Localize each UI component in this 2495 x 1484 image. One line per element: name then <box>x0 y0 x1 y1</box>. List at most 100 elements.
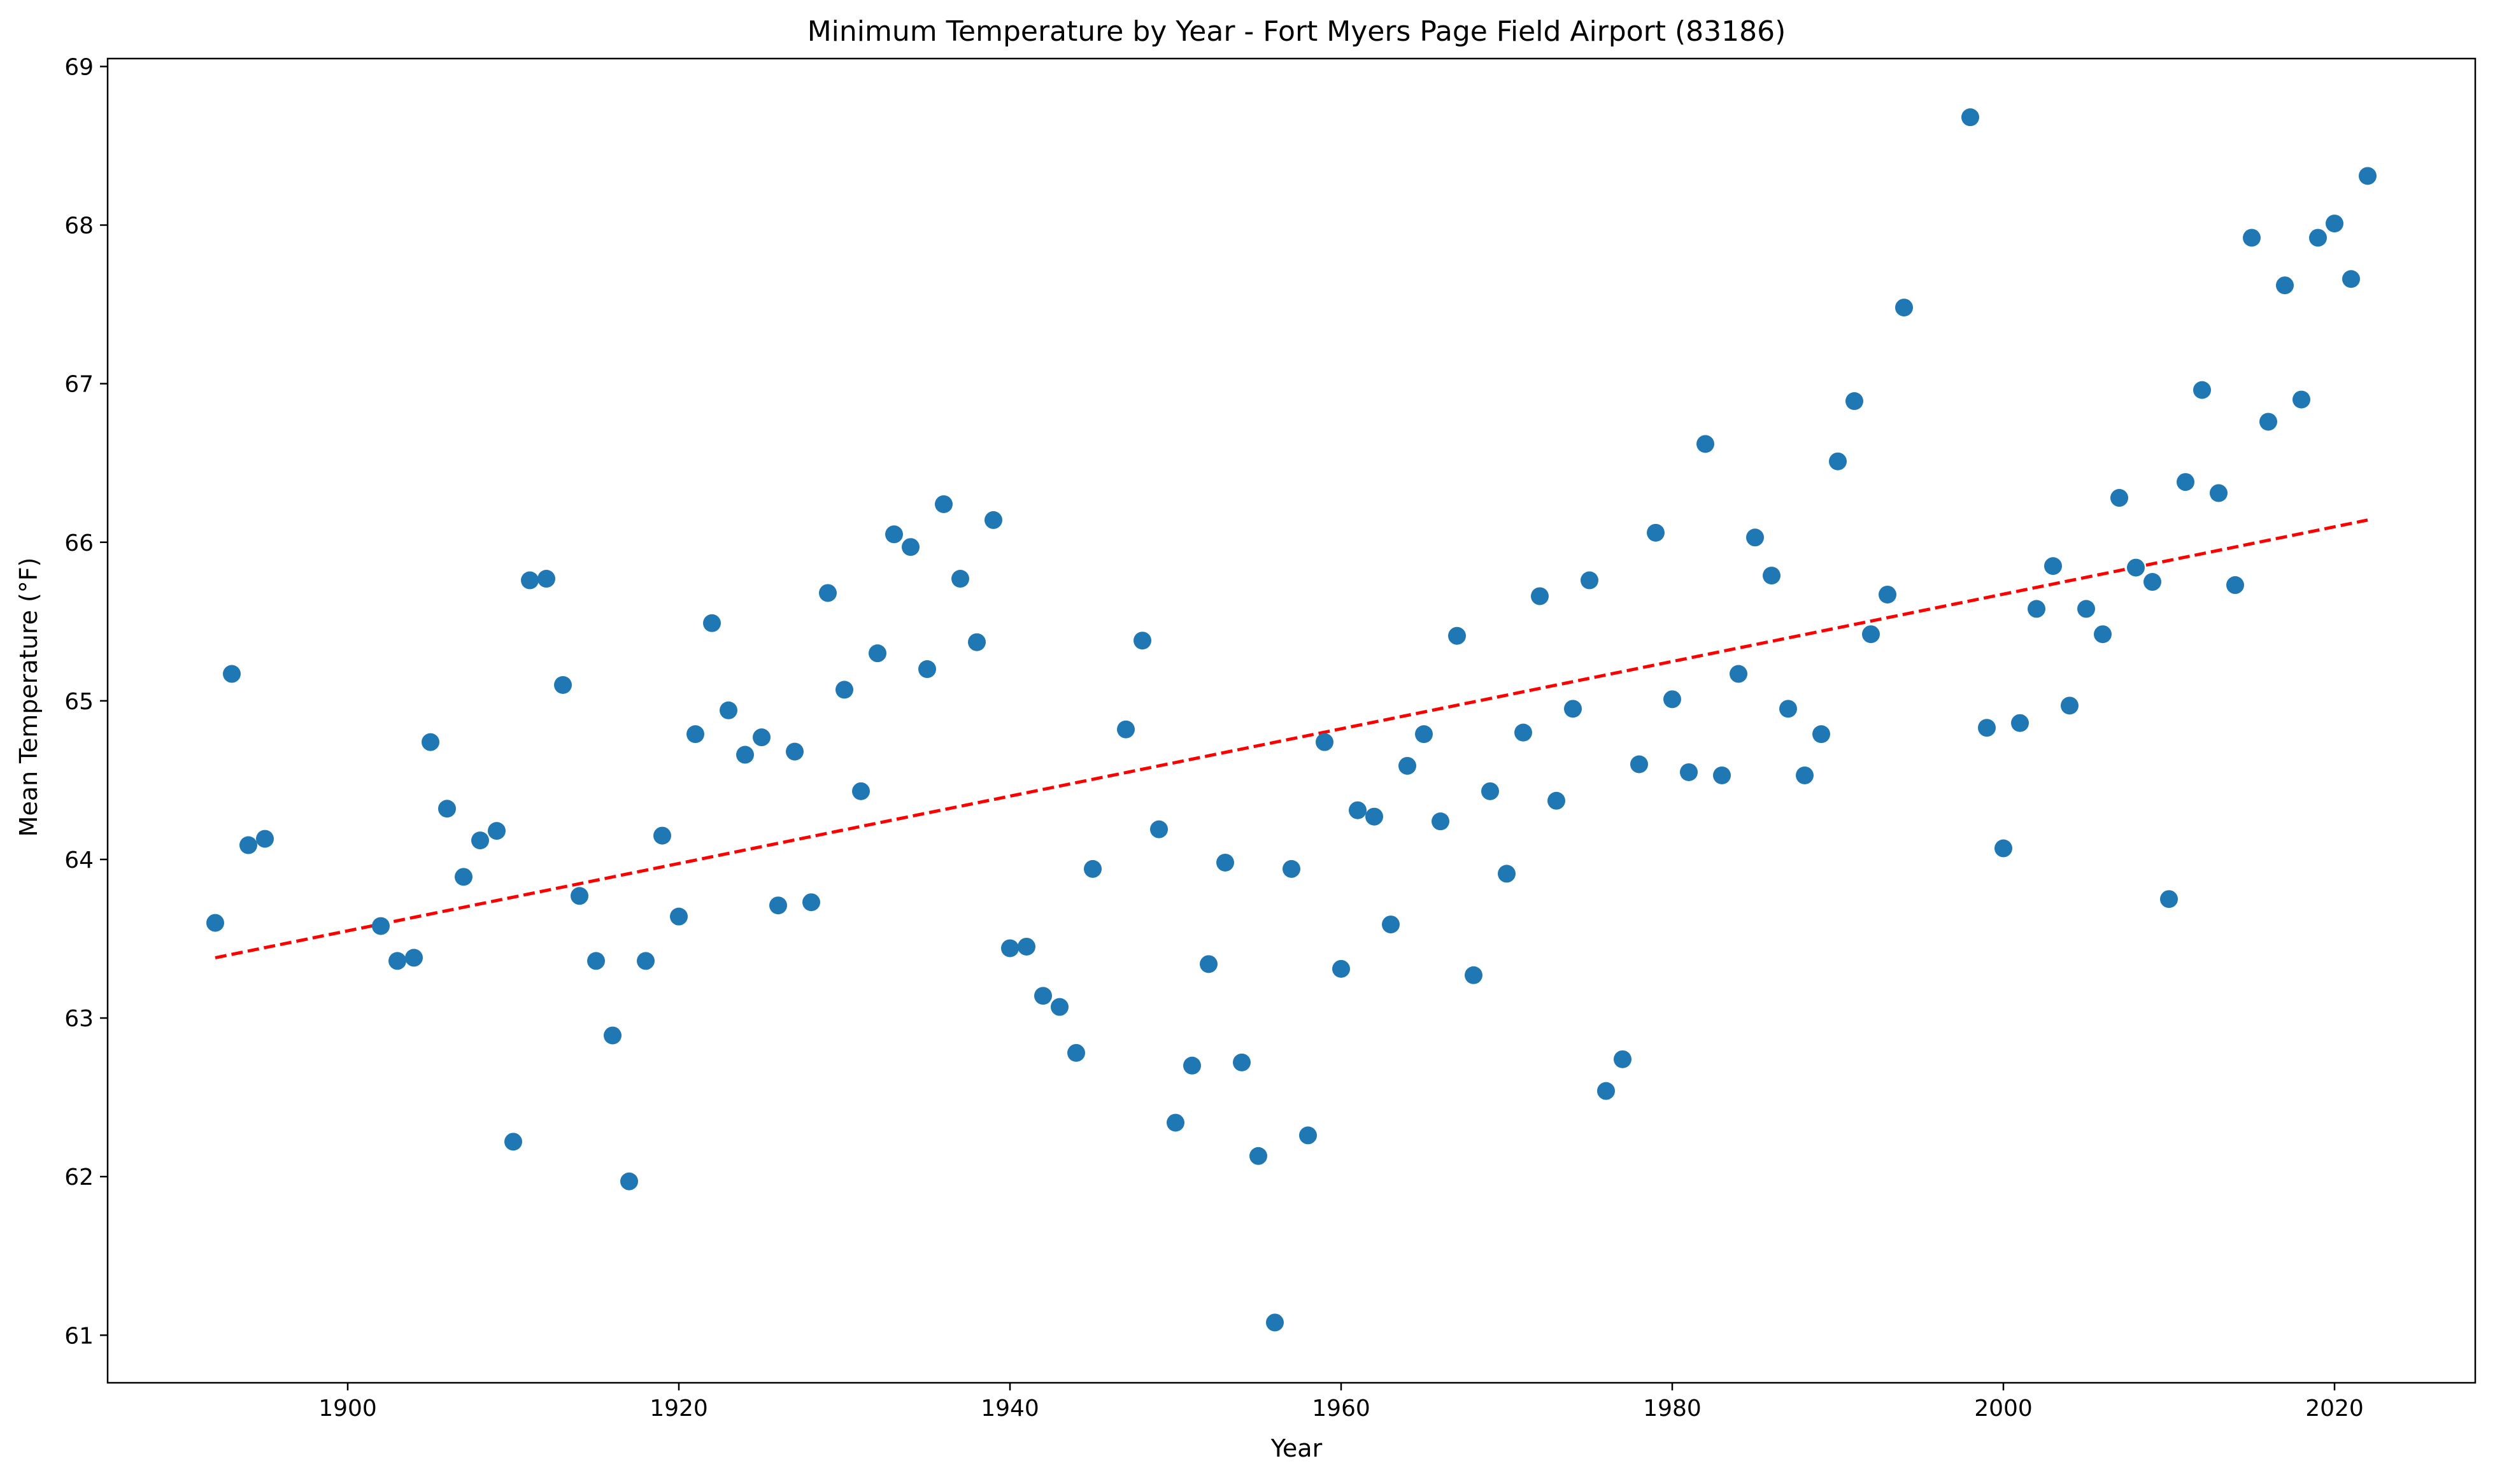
data-point <box>1647 523 1665 542</box>
x-axis-ticks: 1900 1920 1940 1960 1980 2000 2020 <box>318 1383 2364 1422</box>
data-point <box>835 681 853 699</box>
data-point <box>2342 270 2360 288</box>
data-point <box>1134 632 1151 650</box>
data-point <box>1051 998 1069 1016</box>
data-point <box>2160 890 2178 908</box>
data-point <box>2193 381 2211 399</box>
y-tick-label: 67 <box>64 372 94 398</box>
data-point <box>1597 1082 1615 1100</box>
y-tick-label: 63 <box>64 1006 94 1032</box>
y-axis-ticks: 61 62 63 64 65 66 67 68 69 <box>64 54 108 1349</box>
data-point <box>769 896 787 915</box>
data-point <box>1514 723 1532 742</box>
data-point <box>206 914 224 932</box>
data-point <box>885 525 903 544</box>
data-point <box>455 868 473 886</box>
y-tick-label: 69 <box>64 54 94 80</box>
data-point <box>1961 108 1979 127</box>
data-point <box>1382 915 1400 934</box>
plot-area-frame <box>106 57 2477 1384</box>
data-point <box>521 571 539 590</box>
trend-line <box>215 518 2368 959</box>
data-point <box>1564 700 1582 718</box>
data-point <box>2210 484 2228 502</box>
data-point <box>2028 600 2045 618</box>
data-point <box>1779 700 1797 718</box>
data-point <box>405 949 423 967</box>
data-point <box>1018 937 1035 956</box>
data-point <box>2061 696 2079 715</box>
data-point <box>918 660 936 679</box>
data-point <box>1713 766 1731 784</box>
data-point <box>256 830 274 848</box>
data-points-group <box>206 108 2377 1332</box>
data-point <box>1332 959 1350 978</box>
data-point <box>2110 489 2128 507</box>
y-tick-label: 62 <box>64 1164 94 1191</box>
data-point <box>2326 215 2343 233</box>
data-point <box>1448 626 1466 645</box>
data-point <box>2292 390 2310 409</box>
data-point <box>2077 600 2095 618</box>
data-point <box>1249 1147 1267 1165</box>
data-point <box>1398 756 1416 775</box>
data-point <box>1862 625 1880 644</box>
data-point <box>1746 528 1764 547</box>
data-point <box>1845 392 1863 411</box>
data-point <box>2259 413 2277 431</box>
data-point <box>819 584 837 602</box>
trend-line-group <box>215 518 2368 959</box>
data-point <box>1266 1313 1284 1332</box>
data-point <box>686 725 704 744</box>
data-point <box>2276 276 2294 295</box>
data-point <box>1432 812 1449 831</box>
data-point <box>1696 435 1714 453</box>
data-point <box>1216 853 1234 872</box>
y-tick-label: 64 <box>64 847 94 873</box>
x-tick-label: 1900 <box>318 1396 377 1422</box>
data-point <box>653 826 671 845</box>
data-point <box>1283 859 1300 878</box>
data-point <box>620 1172 638 1191</box>
data-point <box>753 728 771 747</box>
data-point <box>2011 714 2029 732</box>
data-point <box>1117 720 1135 738</box>
data-point <box>1730 665 1747 683</box>
x-tick-label: 2020 <box>2305 1396 2364 1422</box>
data-point <box>1365 807 1383 826</box>
data-point <box>852 782 870 800</box>
data-point <box>670 907 688 926</box>
y-tick-label: 66 <box>64 530 94 556</box>
data-point <box>388 952 406 970</box>
data-point <box>2127 558 2145 577</box>
x-tick-label: 1920 <box>650 1396 708 1422</box>
data-point <box>1763 567 1781 585</box>
data-point <box>1829 452 1847 470</box>
data-point <box>786 742 804 761</box>
data-point <box>537 570 555 588</box>
data-point <box>1895 299 1913 317</box>
data-point <box>935 495 953 513</box>
data-point <box>2226 576 2244 595</box>
data-point <box>968 633 986 651</box>
y-axis-label: Mean Temperature (°F) <box>15 558 43 837</box>
x-tick-label: 1940 <box>981 1396 1039 1422</box>
data-point <box>2143 573 2161 591</box>
data-point <box>571 887 588 905</box>
data-point <box>1415 725 1433 744</box>
data-point <box>720 701 737 719</box>
x-axis-label: Year <box>1270 1434 1323 1462</box>
y-tick-label: 61 <box>64 1323 94 1349</box>
data-point <box>1547 791 1565 810</box>
x-tick-label: 2000 <box>1974 1396 2033 1422</box>
data-point <box>637 952 655 970</box>
data-point <box>1680 763 1698 781</box>
data-point <box>1531 587 1549 605</box>
data-point <box>1581 571 1598 590</box>
data-point <box>1879 585 1896 604</box>
data-point <box>703 614 721 632</box>
data-point <box>1183 1056 1201 1075</box>
